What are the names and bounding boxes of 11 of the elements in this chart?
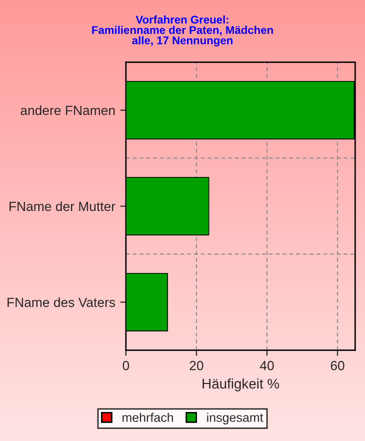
- x-tick-label: 40: [260, 360, 274, 370]
- x-tick-label: 60: [330, 360, 344, 370]
- y-tick-label: FName der Mutter: [10, 201, 116, 212]
- x-axis-title: Häufigkeit %: [202, 378, 280, 392]
- legend-label: insgesamt: [207, 412, 264, 424]
- x-tick-label: 0: [122, 360, 130, 370]
- chart-title: Vorfahren Greuel: Familienname der Paten, Mädchen alle, 17 Nennungen: [92, 15, 273, 47]
- legend-label: mehrfach: [122, 412, 174, 422]
- x-tick-label: 20: [190, 360, 204, 370]
- y-tick-label: andere FNamen: [20, 105, 115, 116]
- y-tick-label: FName des Vaters: [8, 297, 116, 308]
